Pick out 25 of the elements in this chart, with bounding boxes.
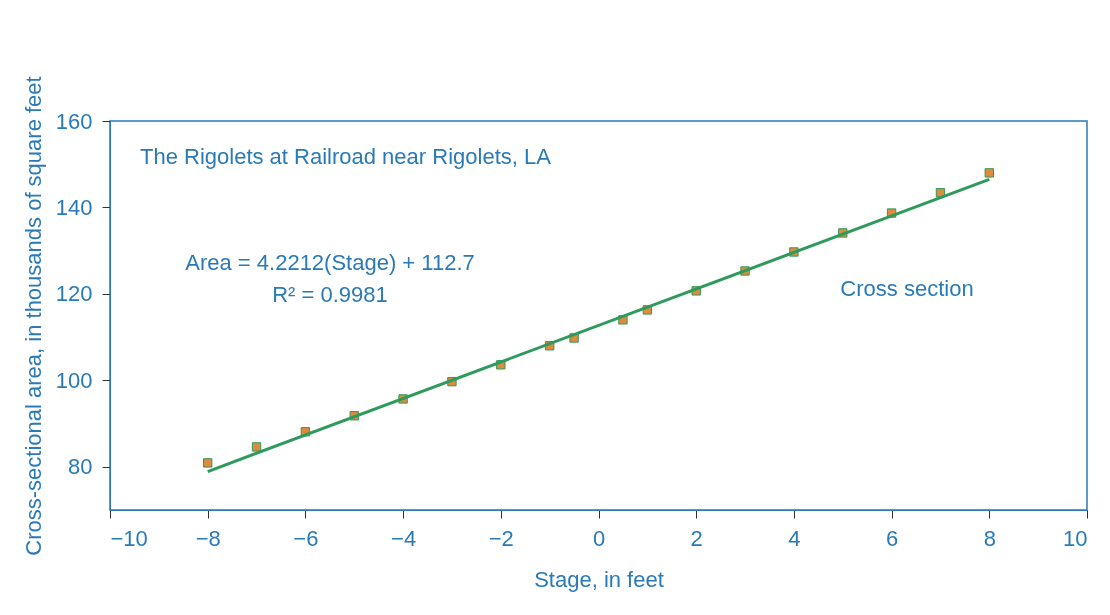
y-tick-label: 100	[55, 367, 93, 393]
text: The Rigolets at Railroad near Rigolets, LA	[140, 144, 552, 169]
x-tick-label: 8	[983, 525, 996, 551]
x-tick-label: 4	[788, 525, 801, 551]
y-tick-label: 120	[55, 281, 93, 307]
annotation: Cross section	[840, 276, 974, 301]
point	[984, 168, 994, 178]
x-tick-label: −6	[293, 525, 319, 551]
x-tick-label: −10	[110, 525, 148, 551]
annotation: Area = 4.2212(Stage) + 112.7	[185, 250, 475, 275]
x-tick-label: 10	[1063, 525, 1088, 551]
x-tick-label: 0	[592, 525, 606, 551]
x-tick-label: −2	[488, 525, 514, 551]
y-tick-label: 140	[55, 194, 93, 220]
x-tick-label: 2	[690, 525, 703, 551]
point	[251, 442, 262, 452]
y-tick-label: 160	[55, 108, 93, 134]
y-tick-label: 80	[68, 454, 93, 480]
annotation: R² = 0.9981	[272, 282, 388, 307]
x-tick-label: −4	[391, 525, 417, 551]
point	[203, 458, 213, 468]
x-tick-label: −8	[195, 525, 221, 551]
y-axis-title: Cross-sectional area, in thousands of square feet	[20, 76, 46, 556]
x-tick-label: 6	[885, 525, 899, 551]
x-axis-title: Stage, in feet	[534, 566, 664, 592]
